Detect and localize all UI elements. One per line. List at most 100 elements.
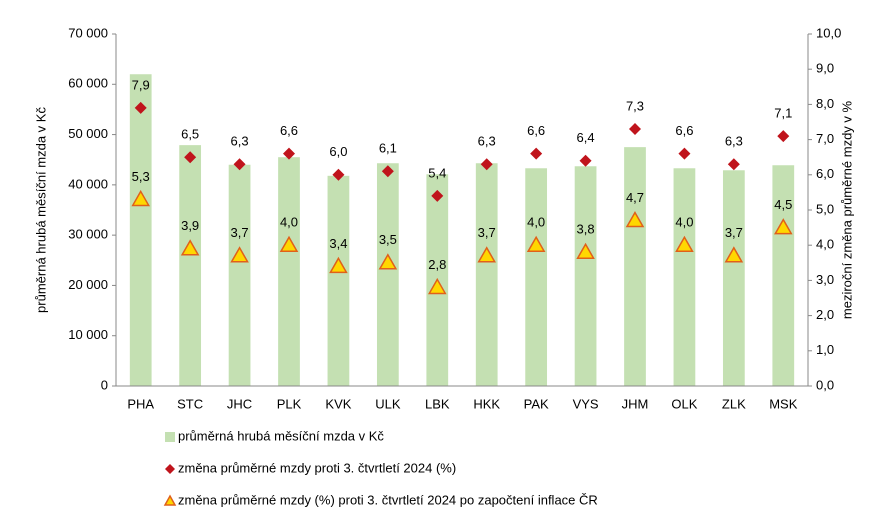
y2-tick-label: 7,0	[816, 131, 834, 146]
diamond-marker	[233, 158, 246, 171]
data-label: 6,3	[478, 134, 496, 149]
diamond-marker	[283, 147, 295, 160]
legend-label: průměrná hrubá měsíční mzda v Kč	[178, 428, 384, 443]
diamond-marker	[678, 147, 691, 160]
data-label: 6,4	[577, 130, 595, 145]
data-label: 6,1	[379, 141, 397, 156]
y-tick-label: 70 000	[68, 25, 108, 40]
x-tick-label: KVK	[325, 396, 351, 411]
data-label: 6,6	[527, 123, 545, 138]
y2-tick-label: 3,0	[816, 272, 834, 287]
y2-tick-label: 10,0	[816, 25, 841, 40]
triangle-marker	[279, 235, 299, 252]
bar	[327, 175, 350, 386]
y2-tick-label: 9,0	[816, 61, 834, 76]
legend-swatch	[165, 464, 175, 474]
x-tick-label: HKK	[473, 396, 500, 411]
y2-tick-label: 1,0	[816, 342, 834, 357]
y2-tick-label: 4,0	[816, 237, 834, 252]
x-tick-label: PAK	[524, 396, 549, 411]
data-label: 6,0	[329, 144, 347, 159]
y-tick-label: 10 000	[68, 327, 108, 342]
triangle-marker	[724, 246, 744, 263]
diamond-marker	[579, 154, 592, 167]
data-label: 7,1	[774, 106, 792, 121]
bar	[525, 168, 548, 386]
bar	[624, 147, 646, 386]
x-tick-label: JHM	[622, 396, 649, 411]
diamond-marker	[530, 147, 543, 160]
x-tick-label: OLK	[671, 396, 697, 411]
data-label: 7,9	[132, 77, 150, 92]
bar	[376, 163, 399, 386]
data-label: 4,5	[774, 197, 792, 212]
y2-tick-label: 2,0	[816, 307, 834, 322]
y-tick-label: 60 000	[68, 76, 108, 91]
x-tick-label: LBK	[425, 396, 450, 411]
data-label: 7,3	[626, 98, 644, 113]
bar	[772, 165, 795, 386]
triangle-marker	[773, 218, 793, 235]
legend-swatch	[165, 432, 175, 442]
x-tick-label: STC	[177, 396, 203, 411]
bar	[673, 168, 696, 386]
y-tick-label: 50 000	[68, 126, 108, 141]
x-tick-label: PHA	[127, 396, 154, 411]
diamond-marker	[629, 123, 641, 136]
data-label: 2,8	[428, 257, 446, 272]
legend-swatch	[163, 494, 177, 506]
data-label: 3,7	[478, 225, 496, 240]
y2-tick-label: 5,0	[816, 201, 834, 216]
x-tick-label: PLK	[277, 396, 302, 411]
y-tick-label: 20 000	[68, 277, 108, 292]
x-tick-label: JHC	[227, 396, 252, 411]
bar	[179, 145, 202, 386]
data-label: 5,3	[132, 169, 150, 184]
data-label: 3,7	[231, 225, 249, 240]
diamond-marker	[134, 101, 147, 114]
legend-label: změna průměrné mzdy (%) proti 3. čtvrtle…	[178, 492, 598, 507]
data-label: 5,4	[428, 165, 446, 180]
y2-tick-label: 0,0	[816, 377, 834, 392]
y2-tick-label: 8,0	[816, 96, 834, 111]
x-tick-label: ULK	[375, 396, 401, 411]
triangle-marker	[180, 239, 200, 256]
bar	[722, 170, 745, 386]
data-label: 4,7	[626, 190, 644, 205]
triangle-marker	[675, 235, 694, 252]
y-tick-label: 0	[101, 377, 108, 392]
diamond-marker	[777, 130, 790, 143]
y-axis-title: průměrná hrubá měsíční mzda v Kč	[33, 107, 48, 313]
bar	[574, 166, 597, 386]
data-label: 4,0	[675, 215, 693, 230]
data-label: 6,3	[231, 134, 249, 149]
triangle-marker	[576, 242, 595, 259]
data-label: 3,5	[379, 232, 397, 247]
y2-axis-title: meziroční změna průměrné mzdy v %	[839, 100, 854, 319]
data-label: 3,8	[577, 222, 595, 237]
diamond-marker	[381, 165, 394, 178]
data-label: 3,9	[181, 218, 199, 233]
data-label: 3,4	[329, 236, 347, 251]
diamond-marker	[727, 158, 740, 171]
data-label: 6,3	[725, 134, 743, 149]
data-label: 6,6	[280, 123, 298, 138]
y-tick-label: 40 000	[68, 176, 108, 191]
triangle-marker	[625, 211, 645, 228]
bar	[278, 157, 300, 386]
triangle-marker	[378, 253, 398, 270]
legend-label: změna průměrné mzdy proti 3. čtvrtletí 2…	[178, 460, 456, 475]
data-label: 4,0	[280, 215, 298, 230]
data-label: 6,5	[181, 127, 199, 142]
y-tick-label: 30 000	[68, 227, 108, 242]
diamond-marker	[480, 158, 493, 171]
bar	[129, 74, 152, 386]
y2-tick-label: 6,0	[816, 166, 834, 181]
diamond-marker	[332, 168, 345, 181]
triangle-marker	[526, 235, 546, 252]
x-tick-label: MSK	[769, 396, 798, 411]
triangle-marker	[477, 246, 497, 263]
triangle-marker	[230, 246, 249, 263]
